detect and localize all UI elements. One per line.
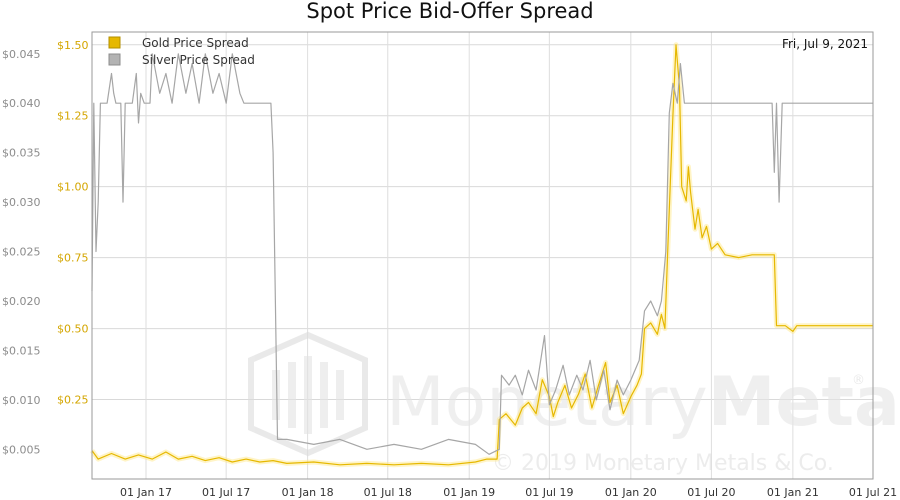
x-tick-label: 01 Jan 18 <box>282 486 334 499</box>
y-right-tick-label: $1.50 <box>57 39 89 52</box>
x-tick-label: 01 Jul 21 <box>849 486 897 499</box>
y-left-tick-label: $0.045 <box>2 48 41 61</box>
y-left-tick-label: $0.010 <box>2 394 41 407</box>
x-tick-label: 01 Jul 19 <box>525 486 573 499</box>
x-axis: 01 Jan 17 01 Jul 17 01 Jan 18 01 Jul 18 01 J… <box>120 486 897 499</box>
legend-item-silver[interactable]: Silver Price Spread <box>108 53 255 67</box>
y-right-tick-label: $0.25 <box>57 394 89 407</box>
legend-label-gold: Gold Price Spread <box>142 36 249 50</box>
plot-frame <box>91 31 874 480</box>
y-right-tick-label: $1.00 <box>57 181 89 194</box>
y-left-tick-label: $0.005 <box>2 443 41 456</box>
x-tick-label: 01 Jul 18 <box>364 486 412 499</box>
y-right-tick-label: $1.25 <box>57 110 89 123</box>
y-right-tick-label: $0.50 <box>57 323 89 336</box>
y-left-tick-label: $0.020 <box>2 295 41 308</box>
watermark-copyright: © 2019 Monetary Metals & Co. <box>492 451 834 476</box>
y-left-tick-label: $0.035 <box>2 147 41 160</box>
x-tick-label: 01 Jan 17 <box>120 486 172 499</box>
chart-title: Spot Price Bid-Offer Spread <box>306 0 593 23</box>
series-line-silver <box>91 53 873 455</box>
y-right-tick-label: $0.75 <box>57 252 89 265</box>
x-tick-label: 01 Jan 21 <box>767 486 819 499</box>
y-left-tick-label: $0.015 <box>2 344 41 357</box>
watermark-brand-bold: Metals <box>708 363 900 442</box>
legend-swatch-silver <box>108 53 121 66</box>
legend-swatch-gold <box>108 36 121 49</box>
legend: Gold Price Spread Silver Price Spread <box>108 36 255 67</box>
watermark-registered: ® <box>852 373 865 388</box>
x-tick-label: 01 Jul 20 <box>687 486 735 499</box>
legend-item-gold[interactable]: Gold Price Spread <box>108 36 249 50</box>
y-left-tick-label: $0.025 <box>2 246 41 259</box>
y-axis-left: $0.005 $0.010 $0.015 $0.020 $0.025 $0.030 $0.0… <box>2 48 41 457</box>
grid <box>92 32 874 479</box>
x-tick-label: 01 Jan 20 <box>605 486 657 499</box>
y-left-tick-label: $0.040 <box>2 97 41 110</box>
series-layer <box>89 42 873 468</box>
legend-label-silver: Silver Price Spread <box>142 53 255 67</box>
y-axis-right: $0.25 $0.50 $0.75 $1.00 $1.25 $1.50 <box>57 39 89 407</box>
monetary-metals-logo-icon <box>248 331 368 457</box>
series-line-gold <box>91 44 873 466</box>
x-tick-label: 01 Jan 19 <box>443 486 495 499</box>
y-left-tick-label: $0.030 <box>2 196 41 209</box>
date-label: Fri, Jul 9, 2021 <box>782 37 868 51</box>
x-tick-label: 01 Jul 17 <box>202 486 250 499</box>
